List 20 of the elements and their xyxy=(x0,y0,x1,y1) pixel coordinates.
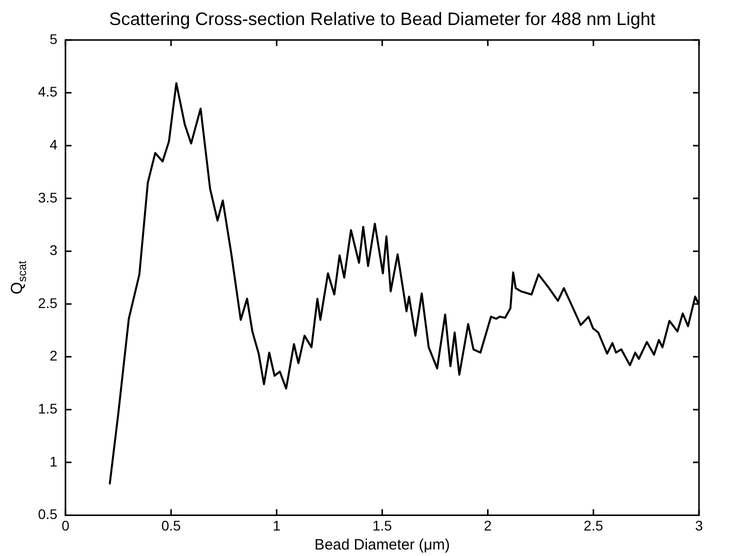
x-tick-label: 0.5 xyxy=(161,517,181,534)
y-tick-label: 0.5 xyxy=(38,506,58,522)
y-tick-label: 1 xyxy=(50,453,58,470)
x-axis-title: Bead Diameter (μm) xyxy=(314,536,450,554)
x-tick-label: 0 xyxy=(62,517,70,534)
y-tick-label: 1.5 xyxy=(38,400,58,416)
x-tick-label: 2 xyxy=(484,517,492,534)
y-tick-label: 4 xyxy=(50,136,58,152)
chart-title: Scattering Cross-section Relative to Bead Diameter for 488 nm Light xyxy=(109,8,656,29)
y-tick-label: 5 xyxy=(50,30,58,47)
y-tick-label: 3.5 xyxy=(38,189,58,206)
x-tick-label: 3 xyxy=(695,517,704,534)
x-tick-label: 2.5 xyxy=(584,517,604,534)
x-tick-label: 1.5 xyxy=(372,517,392,534)
y-tick-label: 4.5 xyxy=(38,84,58,100)
y-tick-label: 2 xyxy=(50,348,58,364)
x-tick-label: 1 xyxy=(272,517,281,534)
y-axis-title: Qscat xyxy=(8,260,30,294)
y-tick-label: 3 xyxy=(50,242,58,258)
y-tick-label: 2.5 xyxy=(38,294,58,311)
